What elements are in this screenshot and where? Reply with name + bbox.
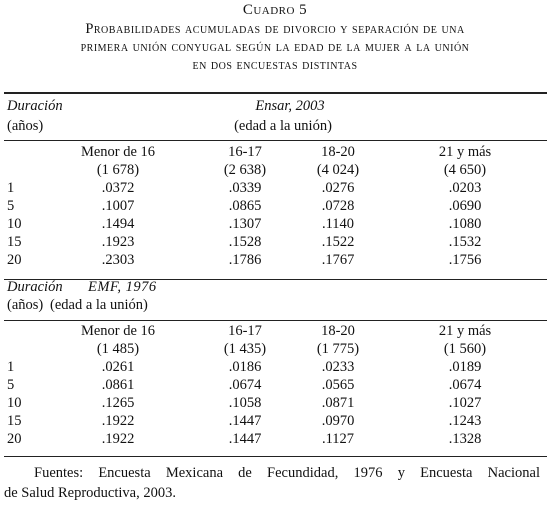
cell: .1328 [448,431,482,447]
unit-label: (años) [7,118,44,134]
cell: .1786 [228,252,262,268]
cell: .1494 [101,216,135,232]
sample-size: (1 485) [96,341,140,357]
row-label: 5 [7,198,15,214]
column-header: Menor de 16 [80,144,156,160]
row-label: 5 [7,377,15,393]
unit-label: (años) [7,297,44,313]
row-label: 10 [7,216,22,232]
cell: .0233 [321,359,355,375]
sample-size: (1 435) [223,341,267,357]
subtitle: primera unión conyugal según la edad de … [80,39,470,55]
sample-size: (1 678) [96,162,140,178]
cell: .0674 [228,377,262,393]
cell: .2303 [101,252,135,268]
sample-size: (1 775) [316,341,360,357]
rule [4,140,547,141]
sample-size: (4 650) [443,162,487,178]
cell: .0865 [228,198,262,214]
column-heading: Duración [7,98,63,114]
column-header: 21 y más [438,323,492,339]
cell: .0203 [448,180,482,196]
cell: .0372 [101,180,135,196]
cell: .0261 [101,359,135,375]
row-label: 15 [7,234,22,250]
cell: .0871 [321,395,355,411]
column-header: 16-17 [228,323,262,339]
cell: .1767 [321,252,355,268]
column-heading: Duración [7,279,63,295]
cell: .0728 [321,198,355,214]
rule [4,92,547,94]
survey-name: EMF, 1976 [88,279,157,295]
cell: .0189 [448,359,482,375]
survey-name: Ensar, 2003 [255,98,325,114]
row-label: 20 [7,252,22,268]
subheading: (edad a la unión) [234,118,332,134]
cell: .1007 [101,198,135,214]
cell: .0276 [321,180,355,196]
rule [4,279,547,280]
subtitle: en dos encuestas distintas [192,57,358,73]
subheading: (edad a la unión) [50,297,148,313]
cell: .0565 [321,377,355,393]
cell: .1923 [101,234,135,250]
cell: .0970 [321,413,355,429]
cell: .1027 [448,395,482,411]
cell: .1922 [101,413,135,429]
column-header: 21 y más [438,144,492,160]
cell: .1140 [321,216,355,232]
cell: .1307 [228,216,262,232]
row-label: 1 [7,180,15,196]
column-header: Menor de 16 [80,323,156,339]
rule [4,456,547,457]
cell: .1447 [228,431,262,447]
cell: .1243 [448,413,482,429]
sample-size: (4 024) [316,162,360,178]
table-title: Cuadro 5 [242,2,308,18]
row-label: 20 [7,431,22,447]
cell: .1528 [228,234,262,250]
cell: .1922 [101,431,135,447]
cell: .0690 [448,198,482,214]
cell: .0339 [228,180,262,196]
cell: .1532 [448,234,482,250]
row-label: 15 [7,413,22,429]
cell: .1058 [228,395,262,411]
cell: .1522 [321,234,355,250]
cell: .0674 [448,377,482,393]
cell: .1265 [101,395,135,411]
sample-size: (1 560) [443,341,487,357]
cell: .1756 [448,252,482,268]
rule [4,320,547,321]
sample-size: (2 638) [223,162,267,178]
column-header: 18-20 [321,323,355,339]
cell: .1080 [448,216,482,232]
cell: .1127 [321,431,355,447]
source-note: Fuentes: Encuesta Mexicana de Fecundidad… [34,465,540,481]
subtitle: Probabilidades acumuladas de divorcio y … [85,21,465,37]
row-label: 1 [7,359,15,375]
cell: .1447 [228,413,262,429]
cell: .0186 [228,359,262,375]
row-label: 10 [7,395,22,411]
cell: .0861 [101,377,135,393]
column-header: 18-20 [321,144,355,160]
column-header: 16-17 [228,144,262,160]
source-note: de Salud Reproductiva, 2003. [4,485,176,501]
